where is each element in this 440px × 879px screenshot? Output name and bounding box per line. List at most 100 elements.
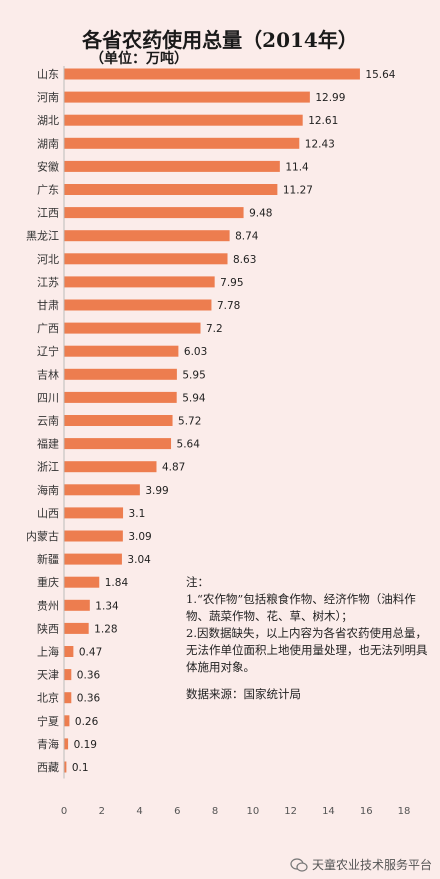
bar	[64, 576, 100, 588]
bar	[64, 391, 177, 403]
value-label: 12.43	[305, 138, 335, 150]
category-label: 广西	[37, 322, 59, 335]
bar	[64, 160, 280, 172]
category-label: 湖北	[37, 114, 59, 127]
value-label: 7.78	[217, 300, 240, 312]
value-label: 0.36	[77, 670, 101, 682]
category-label: 重庆	[37, 575, 59, 589]
bar	[64, 230, 230, 242]
category-label: 江西	[37, 207, 59, 220]
value-label: 3.1	[129, 508, 146, 520]
category-label: 广东	[37, 184, 59, 197]
category-label: 辽宁	[37, 344, 59, 358]
bar	[64, 484, 140, 496]
value-label: 12.99	[315, 92, 345, 104]
notes-source: 数据来源：国家统计局	[186, 687, 301, 701]
category-label: 山东	[37, 68, 59, 81]
bar	[64, 646, 74, 657]
value-label: 0.26	[75, 716, 99, 728]
category-label: 海南	[37, 483, 59, 497]
bar	[64, 276, 215, 288]
value-label: 11.4	[285, 161, 309, 173]
value-label: 0.36	[77, 693, 101, 705]
bar	[64, 553, 122, 565]
category-label: 陕西	[37, 621, 59, 635]
value-label: 9.48	[249, 208, 272, 220]
notes-item-1: 1.“农作物”包括粮食作物、经济作物（油料作物、蔬菜作物、花、草、树木）；	[186, 592, 416, 623]
bar	[64, 622, 89, 634]
value-label: 1.28	[94, 623, 117, 635]
bar	[64, 715, 70, 727]
bar	[64, 692, 72, 704]
category-label: 山西	[37, 507, 59, 520]
category-label: 甘肃	[37, 299, 59, 312]
value-label: 5.94	[182, 392, 206, 404]
bar	[64, 68, 360, 80]
x-tick-label: 8	[212, 806, 218, 817]
bar	[64, 761, 67, 773]
bar	[64, 207, 244, 219]
value-label: 7.95	[220, 277, 243, 289]
bar	[64, 530, 123, 542]
notes-box: 注： 1.“农作物”包括粮食作物、经济作物（油料作物、蔬菜作物、花、草、树木）；…	[186, 574, 431, 703]
x-tick-label: 4	[136, 806, 142, 817]
category-label: 天津	[37, 669, 59, 682]
bar	[64, 368, 177, 380]
footer-account-name: 天童农业技术服务平台	[311, 858, 432, 872]
value-label: 5.72	[178, 416, 201, 428]
x-tick-label: 10	[247, 806, 260, 817]
value-label: 8.74	[235, 231, 259, 243]
value-label: 3.09	[128, 531, 151, 543]
category-label: 安徽	[37, 159, 59, 173]
value-label: 5.64	[177, 439, 201, 451]
value-label: 7.2	[206, 323, 223, 335]
category-label: 北京	[37, 691, 59, 705]
bar	[64, 345, 179, 357]
bar	[64, 253, 228, 265]
value-label: 3.99	[145, 485, 168, 497]
bar	[64, 91, 310, 103]
value-label: 15.64	[365, 69, 395, 81]
notes-heading: 注：	[186, 575, 209, 589]
value-label: 0.19	[74, 739, 97, 751]
bar	[64, 114, 303, 126]
bar	[64, 322, 201, 334]
value-label: 8.63	[233, 254, 256, 266]
x-tick-label: 14	[322, 806, 335, 817]
category-label: 上海	[37, 645, 59, 659]
category-label: 云南	[37, 415, 59, 428]
value-label: 4.87	[162, 462, 185, 474]
value-label: 0.47	[79, 647, 102, 659]
category-label: 湖南	[37, 137, 59, 150]
wechat-icon	[290, 857, 308, 872]
chart-title: 各省农药使用总量（2014年）	[82, 28, 358, 52]
bar	[64, 415, 173, 426]
value-label: 3.04	[127, 554, 151, 566]
bar	[64, 738, 69, 750]
category-label: 河北	[37, 253, 59, 266]
category-label: 江苏	[37, 276, 59, 289]
category-label: 四川	[37, 391, 59, 404]
category-label: 河南	[37, 91, 59, 104]
x-tick-label: 0	[61, 806, 67, 817]
category-label: 浙江	[37, 461, 59, 474]
bar	[64, 669, 72, 681]
bar	[64, 137, 300, 149]
x-tick-label: 16	[360, 806, 373, 817]
x-tick-label: 12	[284, 806, 297, 817]
bar	[64, 299, 212, 311]
bar	[64, 184, 278, 195]
category-label: 青海	[37, 737, 59, 751]
watermark-footer: 天童农业技术服务平台	[290, 856, 432, 873]
bar	[64, 507, 124, 519]
chart-subtitle: （单位：万吨）	[90, 51, 188, 67]
category-label: 宁夏	[37, 714, 59, 728]
value-label: 1.84	[105, 577, 129, 589]
value-label: 0.1	[72, 762, 89, 774]
x-tick-label: 18	[398, 806, 411, 817]
value-label: 12.61	[308, 115, 338, 127]
category-label: 贵州	[37, 599, 59, 612]
notes-item-2: 2.因数据缺失，以上内容为各省农药使用总量，无法作单位面积上地使用量处理，也无法…	[186, 626, 428, 674]
bar	[64, 438, 172, 450]
